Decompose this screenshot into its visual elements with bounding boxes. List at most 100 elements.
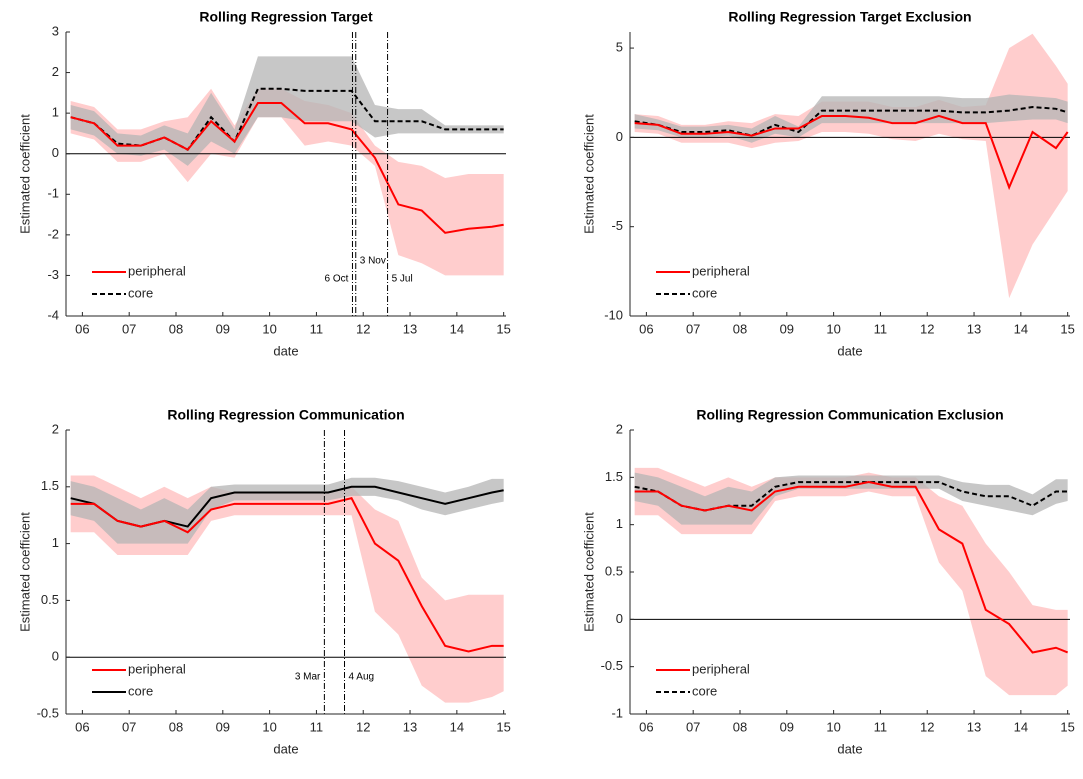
x-tick-label: 14 [450,719,464,734]
y-tick-label: -0.5 [601,658,623,673]
y-tick-label: -3 [47,267,59,282]
legend-label: core [128,285,153,300]
chart-title: Rolling Regression Target [199,9,373,25]
legend-label: peripheral [692,263,750,278]
y-tick-label: -4 [47,307,59,322]
x-tick-label: 12 [356,719,370,734]
x-tick-label: 10 [826,719,840,734]
x-tick-label: 08 [733,321,747,336]
chart-title: Rolling Regression Target Exclusion [728,9,971,25]
x-tick-label: 13 [403,321,417,336]
x-tick-label: 07 [686,321,700,336]
x-tick-label: 09 [780,719,794,734]
y-tick-label: 2 [52,421,59,436]
confidence-band [70,56,504,166]
x-tick-label: 15 [1060,321,1074,336]
x-tick-label: 09 [216,321,230,336]
plot-area [66,475,506,703]
x-tick-label: 15 [1060,719,1074,734]
x-tick-label: 08 [733,719,747,734]
legend-label: peripheral [128,661,186,676]
x-tick-label: 15 [496,719,510,734]
legend-label: core [128,683,153,698]
event-label: 6 Oct [325,274,349,285]
event-label: 4 Aug [349,672,375,683]
legend-label: peripheral [692,661,750,676]
series-line [634,481,1068,512]
x-axis-label: date [837,741,862,756]
x-tick-label: 11 [310,321,324,336]
x-axis-label: date [273,343,298,358]
y-tick-label: 5 [616,40,623,55]
y-tick-label: 0 [52,145,59,160]
y-tick-label: 1 [616,516,623,531]
x-tick-label: 13 [403,719,417,734]
x-tick-label: 07 [122,321,136,336]
x-tick-label: 08 [169,321,183,336]
legend-label: core [692,285,717,300]
event-label: 3 Mar [295,672,321,683]
series-line [634,481,1069,654]
y-tick-label: 0.5 [605,563,623,578]
x-tick-label: 07 [122,719,136,734]
subplot: 3 Mar 4 Aug 06 07 08 09 10 11 12 13 14 15 -0.5 0 0.5 1 1… [17,407,510,757]
plot-area [630,33,1070,299]
y-axis-label: Estimated coefficient [581,114,596,234]
x-tick-label: 14 [450,321,464,336]
y-tick-label: 1 [52,105,59,120]
series-line [70,497,504,653]
y-tick-label: -0.5 [37,705,59,720]
plot-area [66,56,506,276]
series-line [634,114,1069,191]
x-tick-label: 06 [639,719,653,734]
y-tick-label: 1 [52,535,59,550]
x-tick-label: 13 [967,719,981,734]
confidence-band [634,33,1068,299]
x-tick-label: 15 [496,321,510,336]
y-tick-label: 0.5 [41,592,59,607]
y-tick-label: 0 [616,611,623,626]
x-tick-label: 13 [967,321,981,336]
y-tick-label: 2 [616,421,623,436]
x-tick-label: 10 [262,719,276,734]
x-tick-label: 11 [874,321,888,336]
x-tick-label: 12 [920,321,934,336]
event-label: 5 Jul [392,274,413,285]
x-tick-label: 06 [75,321,89,336]
x-tick-label: 09 [216,719,230,734]
chart-title: Rolling Regression Communication [167,407,404,423]
y-tick-label: 1.5 [41,478,59,493]
series-line [70,102,504,234]
x-tick-label: 12 [356,321,370,336]
y-tick-label: 2 [52,64,59,79]
x-tick-label: 14 [1014,719,1028,734]
x-axis-label: date [273,741,298,756]
y-axis-label: Estimated coefficient [17,512,32,632]
y-tick-label: -5 [611,218,623,233]
legend-label: core [692,683,717,698]
legend-label: peripheral [128,263,186,278]
x-tick-label: 06 [75,719,89,734]
y-tick-label: -2 [47,226,59,241]
y-axis-label: Estimated coefficient [17,114,32,234]
x-tick-label: 07 [686,719,700,734]
y-tick-label: -10 [604,307,623,322]
x-tick-label: 10 [262,321,276,336]
y-tick-label: 1.5 [605,469,623,484]
confidence-band [634,94,1068,143]
subplot: 06 07 08 09 10 11 12 13 14 15 -1 -0.5 0 0.5 1 1.5 2 Rolli… [581,407,1074,757]
subplot: 06 07 08 09 10 11 12 13 14 15 -10 -5 0 5 Rolling Regre… [581,9,1074,359]
x-tick-label: 12 [920,719,934,734]
x-tick-label: 09 [780,321,794,336]
y-tick-label: 0 [52,649,59,664]
x-tick-label: 11 [310,719,324,734]
x-tick-label: 08 [169,719,183,734]
event-label: 3 Nov [360,255,386,266]
x-tick-label: 14 [1014,321,1028,336]
y-tick-label: -1 [611,705,623,720]
y-tick-label: 3 [52,23,59,38]
y-axis-label: Estimated coefficient [581,512,596,632]
series-line [634,106,1068,137]
x-tick-label: 10 [826,321,840,336]
